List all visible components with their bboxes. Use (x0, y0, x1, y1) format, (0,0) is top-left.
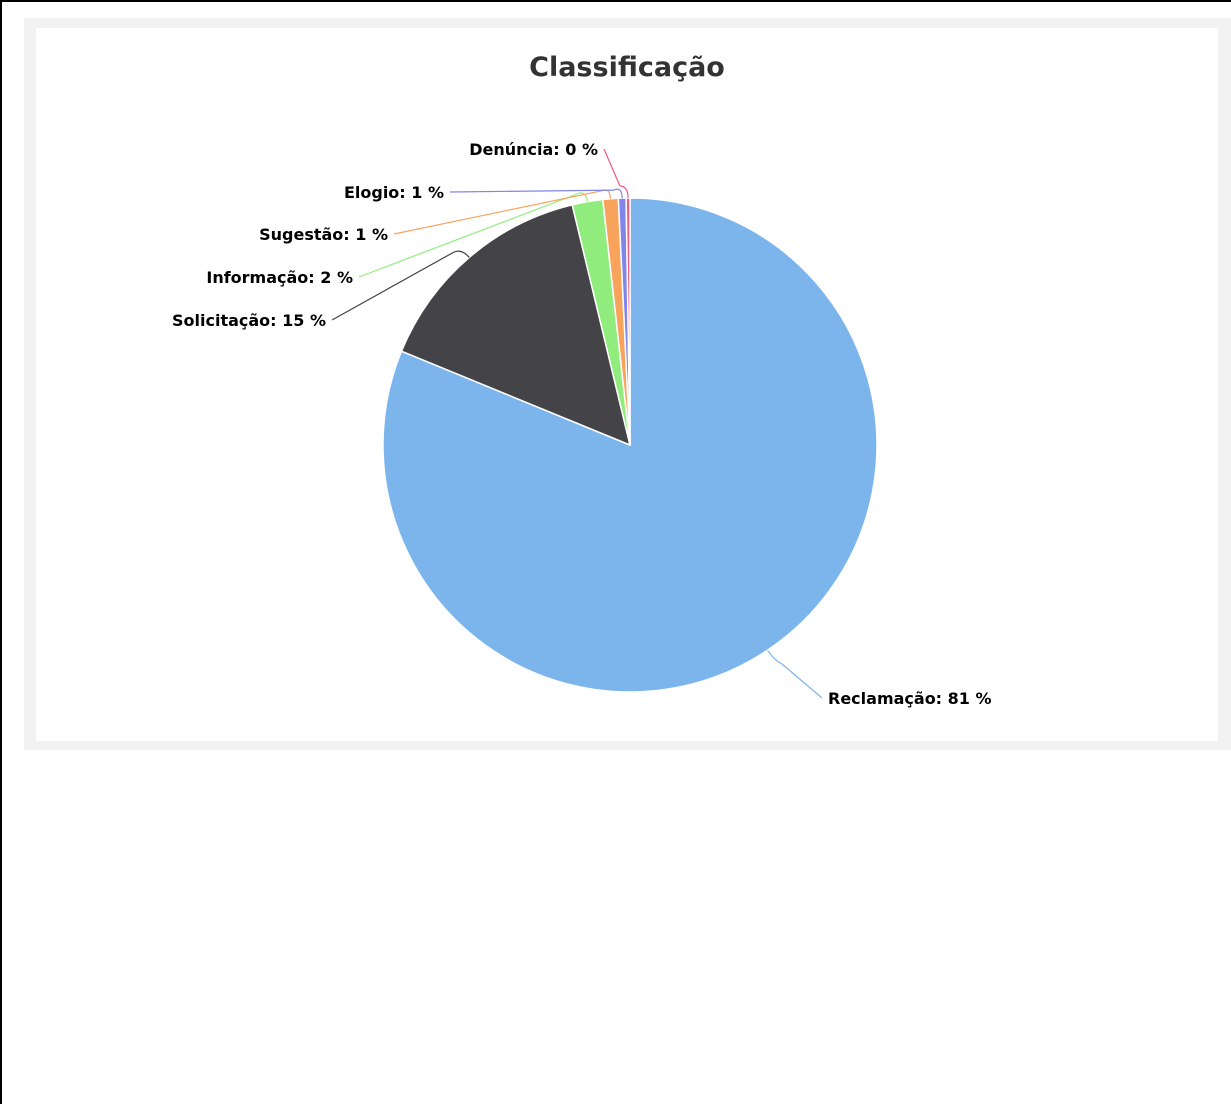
data-labels: Reclamação: 81 % Solicitação: 15 % Informa… (172, 140, 992, 708)
data-label-solicitacao: Solicitação: 15 % (172, 311, 326, 330)
data-label-denuncia: Denúncia: 0 % (469, 140, 598, 159)
data-label-elogio: Elogio: 1 % (344, 183, 444, 202)
pie-slice-solicitacao[interactable] (400, 204, 631, 446)
connector-elogio (449, 188, 623, 199)
label-connectors (331, 148, 823, 699)
pie-chart: Reclamação: 81 % Solicitação: 15 % Informa… (172, 140, 992, 708)
connector-solicitacao (331, 250, 470, 321)
data-label-informacao: Informação: 2 % (206, 268, 353, 287)
connector-reclamacao (767, 649, 823, 699)
pie-slices (382, 197, 878, 693)
data-label-reclamacao: Reclamação: 81 % (828, 689, 992, 708)
connector-informacao (358, 192, 589, 278)
connector-denuncia (603, 148, 629, 199)
chart-container: Classificação Reclamação: 81 % Solicitaçã… (36, 28, 1218, 741)
chart-panel: Classificação Reclamação: 81 % Solicitaçã… (24, 18, 1231, 750)
chart-title: Classificação (529, 52, 725, 83)
pie-slice-denuncia[interactable] (625, 197, 631, 446)
data-label-sugestao: Sugestão: 1 % (259, 225, 388, 244)
